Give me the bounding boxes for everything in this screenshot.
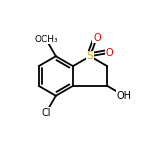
Text: O: O xyxy=(93,33,101,43)
Text: S: S xyxy=(87,51,93,61)
Text: OCH₃: OCH₃ xyxy=(34,35,58,44)
Text: O: O xyxy=(106,48,113,58)
Text: Cl: Cl xyxy=(41,108,51,118)
Text: OH: OH xyxy=(117,91,132,101)
